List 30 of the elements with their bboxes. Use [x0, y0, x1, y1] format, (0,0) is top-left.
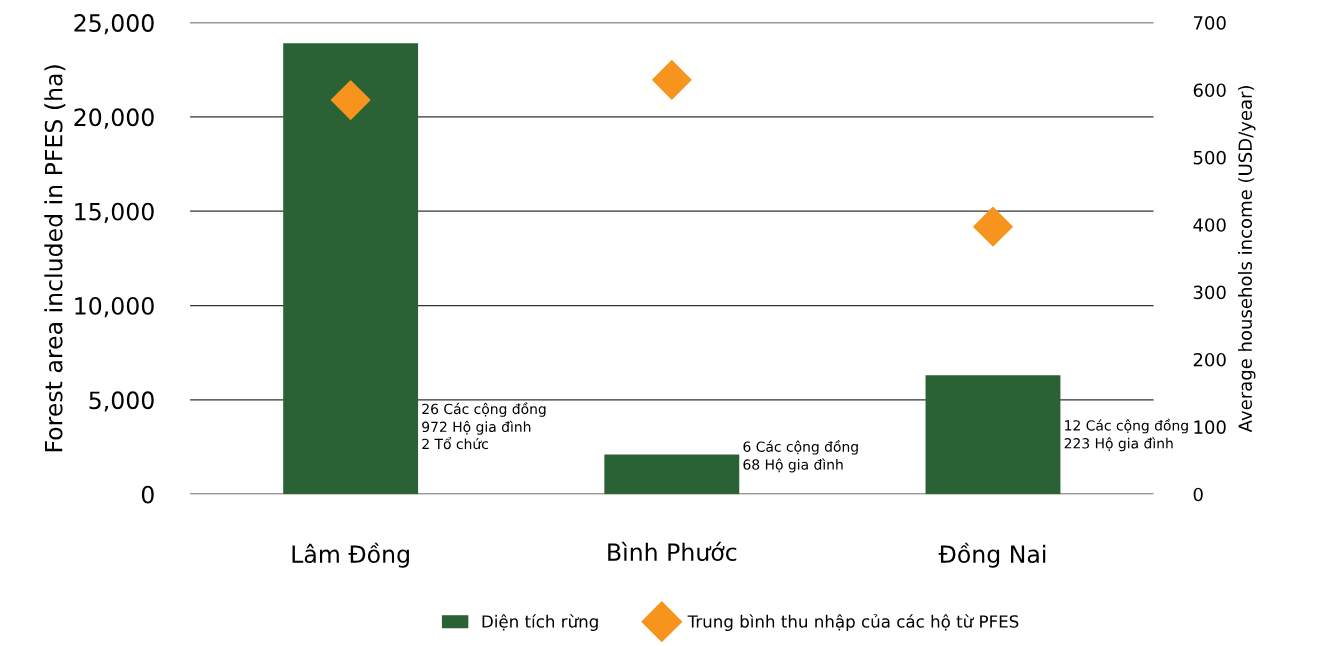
- annotation: 12 Các cộng đồng 223 Hộ gia đình: [1064, 418, 1188, 452]
- y2-tick-label: 300: [1193, 285, 1226, 300]
- y2-tick-label: 700: [1193, 16, 1226, 30]
- y-tick-label: 20,000: [74, 108, 154, 129]
- y-axis-title: Forest area included in PFES (ha): [44, 65, 66, 452]
- y2-tick-label: 400: [1193, 218, 1226, 232]
- annotation: 26 Các cộng đồng 972 Hộ gia đình 2 Tổ chức: [422, 402, 546, 450]
- x-tick-label: Đồng Nai: [938, 542, 1046, 568]
- y2-tick-label: 500: [1193, 150, 1226, 165]
- point: [330, 80, 371, 120]
- y2-tick-label: 600: [1193, 83, 1226, 98]
- y-tick-label: 5,000: [89, 391, 154, 412]
- y2-axis-title: Average househols income (USD/year): [1238, 86, 1256, 433]
- y-tick-label: 10,000: [75, 297, 154, 318]
- annotation: 6 Các cộng đồng 68 Hộ gia đình: [743, 439, 858, 473]
- y-tick-label: 0: [141, 485, 154, 504]
- y2-tick-label: 200: [1193, 352, 1226, 367]
- legend-label: Diện tích rừng: [482, 614, 598, 631]
- point: [973, 206, 1013, 247]
- legend-label: Trung bình thu nhập của các hộ từ PFES: [687, 614, 1019, 631]
- bar: [604, 454, 740, 495]
- y-tick-label: 25,000: [74, 14, 154, 35]
- point: [651, 60, 692, 100]
- y-tick-label: 15,000: [75, 202, 154, 223]
- y2-tick-label: 100: [1194, 420, 1226, 434]
- y2-tick-label: 0: [1193, 487, 1203, 502]
- bar: [925, 375, 1061, 495]
- x-tick-label: Bình Phước: [608, 541, 737, 562]
- x-tick-label: Lâm Đồng: [292, 542, 409, 568]
- bar: [283, 43, 419, 495]
